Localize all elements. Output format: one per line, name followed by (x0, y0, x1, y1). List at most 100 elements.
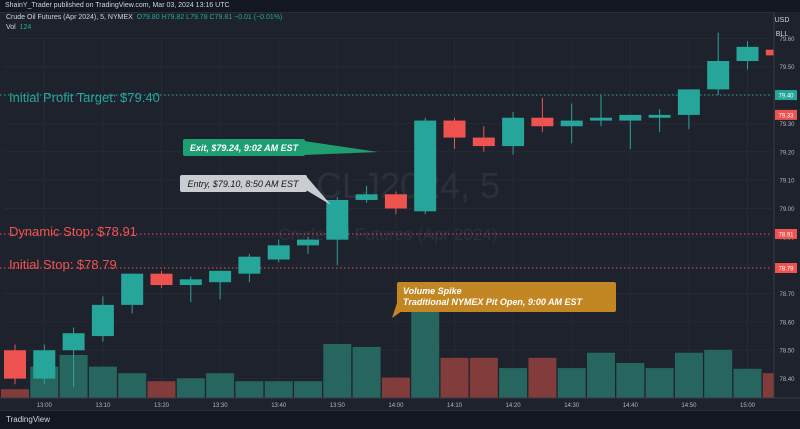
volume-bar (381, 377, 410, 398)
watermark-symbol: CLJ2024, 5 (316, 165, 500, 206)
exit-callout-text: Exit, $79.24, 9:02 AM EST (190, 143, 300, 153)
candle-body (91, 304, 114, 337)
volume-bar (88, 366, 117, 398)
candle-body (326, 199, 349, 240)
candle-series (4, 32, 800, 388)
price-tick-label: 79.50 (779, 65, 795, 71)
watermark: CLJ2024, 5 Crude Oil Futures (Apr 2024) (278, 165, 500, 244)
volume-bar (411, 310, 440, 398)
price-axis-bg (774, 12, 800, 398)
candle-body (62, 333, 85, 351)
candle-body (179, 279, 202, 286)
candle-body (33, 350, 56, 379)
time-axis[interactable]: 13:00 13:10 13:20 13:30 13:40 13:50 14:00 14:10… (0, 397, 800, 409)
candle-body (443, 120, 466, 138)
grid (4, 37, 772, 398)
candle-body (209, 270, 232, 283)
published-text: ShainY_Trader published on TradingView.c… (5, 2, 230, 9)
change-value: −0.01 (−0.01%) (234, 14, 283, 21)
profit-target-label: Initial Profit Target: $79.40 (9, 90, 160, 105)
price-axis[interactable]: 78.40 78.50 78.60 78.70 78.80 78.90 79.00 79.10… (773, 12, 800, 398)
price-tick-label: 78.80 (779, 264, 795, 270)
time-tick-label: 14:20 (506, 403, 522, 409)
volume-spike-annotation[interactable]: Volume Spike Traditional NYMEX Pit Open,… (392, 282, 616, 318)
last-price-tag-text: 79.33 (778, 113, 794, 119)
candle-body (121, 273, 144, 305)
volume-bar (323, 343, 352, 398)
price-tick-label: 78.40 (779, 377, 795, 383)
exit-annotation[interactable]: Exit, $79.24, 9:02 AM EST (183, 139, 378, 156)
candle-body (736, 46, 759, 62)
entry-annotation[interactable]: Entry, $79.10, 8:50 AM EST (180, 175, 331, 205)
candle-body (795, 49, 800, 104)
candle-body (590, 117, 612, 121)
candle-body (384, 194, 407, 209)
level-price-tag-text: 78.91 (778, 232, 794, 238)
price-tick-label: 79.10 (779, 179, 795, 185)
volume-bar (674, 352, 703, 398)
time-tick-label: 13:40 (271, 403, 287, 409)
candle-body (531, 117, 554, 127)
volume-bar (147, 381, 176, 398)
volume-bar (118, 373, 147, 398)
level-price-tag (775, 228, 797, 239)
volume-bar (264, 381, 293, 398)
volume-callout-line2: Traditional NYMEX Pit Open, 9:00 AM EST (403, 297, 584, 307)
candle-body (355, 194, 378, 200)
entry-callout-box (180, 175, 307, 192)
price-tick-label: 79.00 (779, 207, 795, 213)
volume-bar (792, 359, 800, 398)
exit-callout-pointer (304, 141, 378, 155)
unit-label: BLL (776, 31, 789, 38)
symbol-legend[interactable]: Crude Oil Futures (Apr 2024), 5, NYMEX O… (0, 14, 800, 21)
volume-bar (587, 352, 615, 398)
price-tick-label: 79.60 (779, 37, 795, 43)
level-price-tag-text: 79.40 (778, 94, 794, 100)
candle-body (765, 49, 788, 56)
exit-callout-box (183, 139, 305, 156)
time-tick-label: 13:30 (213, 403, 229, 409)
candle-body (267, 245, 290, 260)
volume-legend[interactable]: Vol 124 (0, 24, 800, 31)
volume-callout-line1: Volume Spike (403, 286, 462, 296)
candle-body (297, 239, 319, 246)
volume-bar (733, 368, 762, 398)
time-tick-label: 14:00 (388, 403, 404, 409)
last-price-tag (775, 109, 797, 120)
price-tick-label: 79.30 (779, 122, 795, 128)
watermark-name: Crude Oil Futures (Apr 2024) (278, 225, 497, 244)
time-tick-label: 13:10 (95, 403, 111, 409)
candle-body (238, 256, 261, 274)
level-price-tag (775, 90, 797, 101)
volume-value: 124 (19, 24, 32, 31)
volume-series (1, 310, 800, 398)
time-tick-label: 13:50 (330, 403, 346, 409)
time-tick-label: 14:10 (447, 403, 463, 409)
time-tick-label: 14:40 (623, 403, 639, 409)
time-tick-label: 13:20 (154, 403, 170, 409)
level-lines (0, 94, 772, 269)
close-value: C79.81 (209, 14, 233, 21)
volume-callout-pointer (392, 297, 409, 318)
volume-bar (30, 366, 59, 398)
entry-callout-text: Entry, $79.10, 8:50 AM EST (187, 179, 300, 189)
price-tick-label: 79.40 (779, 94, 795, 100)
symbol-name: Crude Oil Futures (Apr 2024), 5, NYMEX (6, 14, 133, 21)
time-tick-label: 15:00 (740, 403, 756, 409)
candle-body (677, 89, 700, 115)
candle-body (150, 273, 173, 286)
volume-bar (440, 357, 469, 398)
time-tick-label: 13:00 (37, 403, 53, 409)
volume-bar (645, 368, 674, 398)
volume-bar (499, 368, 528, 398)
volume-label: Vol (6, 24, 16, 31)
price-tick-label: 78.60 (779, 320, 795, 326)
volume-bar (704, 349, 733, 398)
volume-bar (235, 381, 264, 398)
volume-bar (762, 373, 791, 398)
level-price-tag-text: 78.79 (778, 267, 794, 273)
time-tick-label: 14:30 (564, 403, 580, 409)
open-value: O79.80 (136, 14, 160, 21)
